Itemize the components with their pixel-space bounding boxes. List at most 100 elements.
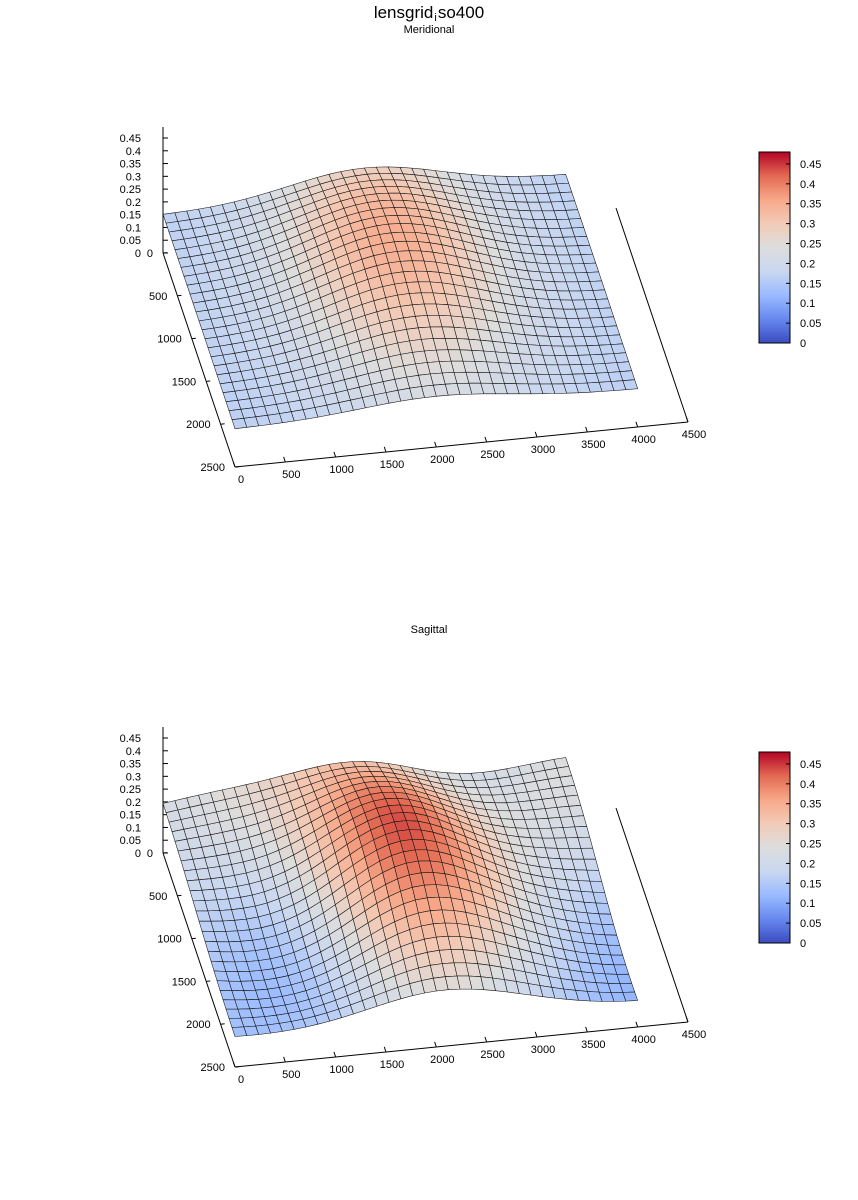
x-tick-label: 2000 <box>430 1054 454 1066</box>
sagittal-title: Sagittal <box>410 624 448 636</box>
z-tick-label: 0.3 <box>126 171 141 183</box>
surface-cell <box>231 418 248 429</box>
colorbar-tick-label: 0.1 <box>800 898 815 910</box>
x-tick <box>434 1041 437 1048</box>
colorbar-tick-label: 0.4 <box>800 179 815 191</box>
surface-cell <box>222 390 239 402</box>
surface-cell <box>180 859 197 872</box>
x-tick <box>232 461 236 468</box>
x-tick-label: 500 <box>282 1069 300 1081</box>
surface-cell <box>219 381 236 393</box>
x-tick <box>333 451 337 458</box>
meridional-title: Meridional <box>403 24 455 36</box>
z-tick-label: 0.35 <box>120 759 141 771</box>
surface-cell <box>216 372 233 385</box>
x-far-axis-line <box>615 207 689 423</box>
surface-cell <box>213 363 230 376</box>
x-tick-label: 4000 <box>631 1034 655 1046</box>
x-tick-label: 1000 <box>329 1064 353 1076</box>
z-tick-label: 0.1 <box>126 222 141 234</box>
x-tick <box>333 1051 337 1058</box>
x-tick-label: 4500 <box>682 1029 706 1041</box>
colorbar-tick-label: 0.35 <box>800 199 821 211</box>
z-tick-label: 0.45 <box>120 133 141 145</box>
z-tick-label: 0.25 <box>120 784 141 796</box>
z-tick-label: 0.45 <box>120 733 141 745</box>
surface-cell <box>225 400 242 411</box>
x-tick-label: 2500 <box>480 449 504 461</box>
z-tick-label: 0 <box>135 848 141 860</box>
z-tick-label: 0.05 <box>120 235 141 247</box>
colorbar-tick-label: 0.4 <box>800 779 815 791</box>
surface-cell <box>174 838 191 852</box>
y-tick-label: 500 <box>149 291 167 303</box>
colorbar-tick-label: 0 <box>800 938 806 950</box>
colorbar-tick-label: 0 <box>800 338 806 350</box>
x-tick <box>534 1031 538 1038</box>
z-tick-label: 0.15 <box>120 210 141 222</box>
colorbar-tick-label: 0.3 <box>800 819 815 831</box>
y-tick-label: 1000 <box>157 334 181 346</box>
surface-cell <box>231 1026 248 1037</box>
colorbar-tick-label: 0.45 <box>800 759 821 771</box>
x-tick-label: 1000 <box>329 464 353 476</box>
sagittal-panel: 0 500 1000 1500 2000 2500 3000 3500 4000 4500 0 500… <box>120 727 821 1086</box>
x-tick <box>283 456 286 463</box>
meridional-panel: 0 500 1000 1500 2000 2500 3000 3500 4000 4500 0 500… <box>120 127 821 486</box>
colorbar-tick-label: 0.3 <box>800 219 815 231</box>
z-tick-label: 0 <box>135 248 141 260</box>
x-tick-label: 1500 <box>380 459 404 471</box>
surface-cell <box>183 869 200 882</box>
surface-cell <box>177 848 194 862</box>
x-tick-label: 2000 <box>430 454 454 466</box>
colorbar-tick-label: 0.15 <box>800 278 821 290</box>
y-tick-label: 0 <box>147 848 153 860</box>
y-tick-label: 500 <box>149 891 167 903</box>
z-tick-label: 0.15 <box>120 810 141 822</box>
colorbar <box>758 751 791 944</box>
colorbar-tick-label: 0.2 <box>800 858 815 870</box>
x-tick-label: 0 <box>238 1074 244 1086</box>
x-tick <box>232 1061 236 1068</box>
colorbar-tick-label: 0.25 <box>800 239 821 251</box>
z-tick-label: 0.1 <box>126 822 141 834</box>
x-tick <box>685 1016 689 1023</box>
y-tick-label: 2500 <box>201 462 225 474</box>
y-tick-label: 1000 <box>157 934 181 946</box>
colorbar-tick-label: 0.1 <box>800 298 815 310</box>
z-tick-label: 0.4 <box>126 746 141 758</box>
colorbar-tick-label: 0.2 <box>800 258 815 270</box>
x-tick-label: 2500 <box>480 1049 504 1061</box>
x-tick <box>383 1046 387 1053</box>
surface-mesh <box>162 166 638 429</box>
colorbar <box>758 151 791 344</box>
x-tick-label: 4000 <box>631 434 655 446</box>
y-tick-label: 1500 <box>172 976 196 988</box>
x-tick-label: 1500 <box>380 1059 404 1071</box>
z-tick-label: 0.25 <box>120 184 141 196</box>
z-tick-label: 0.05 <box>120 835 141 847</box>
z-tick-label: 0.2 <box>126 197 141 209</box>
x-tick <box>383 446 387 453</box>
x-tick <box>434 441 437 448</box>
x-tick-label: 3500 <box>581 439 605 451</box>
x-tick <box>635 1021 639 1028</box>
x-tick-label: 3000 <box>531 1044 555 1056</box>
surface-cell <box>210 354 227 367</box>
colorbar-tick-label: 0.05 <box>800 918 821 930</box>
x-tick-label: 3500 <box>581 1039 605 1051</box>
x-tick-label: 500 <box>282 469 300 481</box>
x-tick-label: 3000 <box>531 444 555 456</box>
y-tick-label: 1500 <box>172 376 196 388</box>
x-tick <box>484 436 488 443</box>
main-title: lensgridiso400 <box>373 3 485 24</box>
y-axis-line <box>162 252 236 468</box>
z-tick-label: 0.35 <box>120 159 141 171</box>
colorbar-tick-label: 0.35 <box>800 799 821 811</box>
x-tick <box>685 416 689 423</box>
x-far-axis-line <box>615 807 689 1023</box>
y-tick-label: 2000 <box>186 1019 210 1031</box>
x-tick <box>585 426 588 433</box>
x-tick-label: 4500 <box>682 429 706 441</box>
